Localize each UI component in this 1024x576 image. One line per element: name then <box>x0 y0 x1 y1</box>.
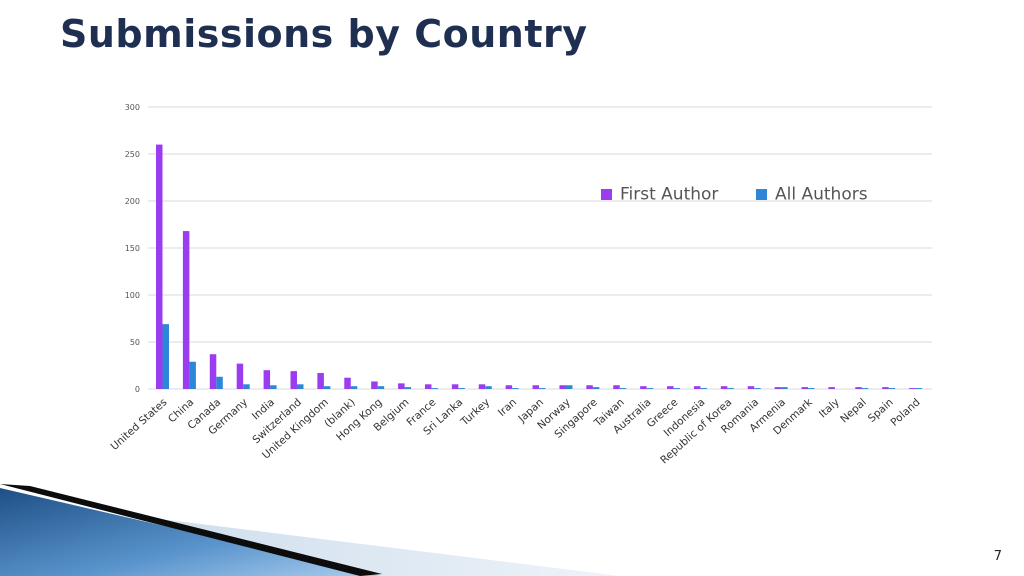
y-tick-label: 50 <box>130 338 140 347</box>
bar-first-author <box>478 384 486 389</box>
bar-all-authors <box>296 384 304 389</box>
y-tick-label: 300 <box>125 103 140 112</box>
bar-first-author <box>263 370 271 389</box>
legend-label-all-authors: All Authors <box>775 185 868 205</box>
bar-all-authors <box>539 388 546 389</box>
x-tick-label: Nepal <box>838 396 869 425</box>
bar-first-author <box>398 383 405 389</box>
bar-first-author <box>451 384 459 389</box>
bar-first-author <box>532 385 540 389</box>
y-tick-label: 0 <box>135 385 140 394</box>
bar-first-author <box>693 386 701 389</box>
x-tick-label: United States <box>109 396 170 452</box>
bar-all-authors <box>270 385 277 389</box>
bar-first-author <box>209 354 217 389</box>
bar-all-authors <box>565 385 573 389</box>
bar-all-authors <box>404 387 412 389</box>
bar-all-authors <box>646 388 654 389</box>
bar-all-authors <box>700 388 707 389</box>
bar-all-authors <box>727 388 734 389</box>
bar-all-authors <box>485 386 492 389</box>
bar-all-authors <box>458 388 465 389</box>
x-tick-label: Turkey <box>458 396 492 428</box>
bar-first-author <box>747 386 755 389</box>
bar-all-authors <box>915 388 923 389</box>
legend-swatch-first-author <box>601 189 612 200</box>
bar-all-authors <box>243 384 250 389</box>
bar-first-author <box>290 371 297 389</box>
bar-first-author <box>828 387 835 389</box>
bar-first-author <box>909 388 916 389</box>
legend-label-first-author: First Author <box>620 185 718 205</box>
bar-first-author <box>801 387 809 389</box>
bar-first-author <box>156 144 163 389</box>
bar-all-authors <box>216 376 223 389</box>
bar-first-author <box>559 385 566 389</box>
page-number: 7 <box>993 549 1002 564</box>
bar-all-authors <box>781 387 788 389</box>
bar-first-author <box>640 386 647 389</box>
y-tick-label: 150 <box>125 244 140 253</box>
bar-all-authors <box>592 387 600 389</box>
bar-first-author <box>236 363 244 389</box>
bar-first-author <box>855 387 862 389</box>
slide-decoration <box>0 484 620 576</box>
bar-first-author <box>344 377 351 389</box>
bar-all-authors <box>162 324 169 389</box>
bar-all-authors <box>431 388 438 389</box>
bar-all-authors <box>888 388 896 389</box>
bar-first-author <box>317 373 324 389</box>
y-tick-label: 200 <box>125 197 140 206</box>
bar-all-authors <box>673 388 681 389</box>
bar-all-authors <box>808 388 815 389</box>
bar-all-authors <box>861 388 869 389</box>
bar-all-authors <box>619 388 627 389</box>
legend-swatch-all-authors <box>756 189 767 200</box>
bar-first-author <box>882 387 889 389</box>
bar-all-authors <box>754 388 761 389</box>
bar-all-authors <box>512 388 519 389</box>
bar-first-author <box>371 381 378 389</box>
bar-first-author <box>505 385 513 389</box>
bar-first-author <box>424 384 432 389</box>
bar-all-authors <box>377 386 385 389</box>
y-tick-label: 100 <box>125 291 140 300</box>
bar-first-author <box>720 386 728 389</box>
page-title: Submissions by Country <box>60 12 588 56</box>
bar-first-author <box>182 231 190 389</box>
bar-all-authors <box>189 361 196 389</box>
bar-all-authors <box>350 386 358 389</box>
bar-first-author <box>586 385 593 389</box>
bar-first-author <box>667 386 674 389</box>
y-tick-label: 250 <box>125 150 140 159</box>
bar-all-authors <box>323 386 331 389</box>
x-tick-label: Poland <box>888 396 922 428</box>
bar-first-author <box>613 385 620 389</box>
bar-first-author <box>774 387 782 389</box>
